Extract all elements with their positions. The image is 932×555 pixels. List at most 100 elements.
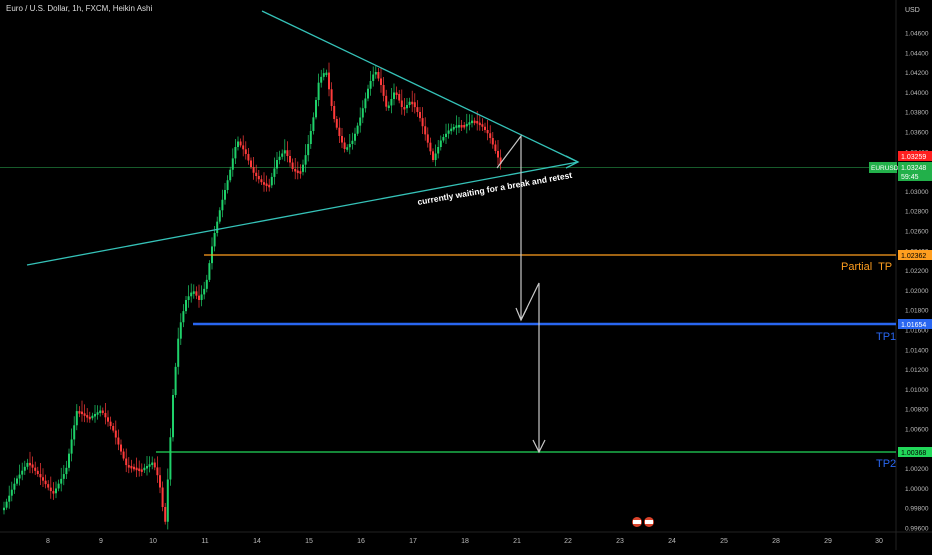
- candle: [130, 465, 133, 469]
- y-tick-label: 1.04400: [905, 50, 929, 57]
- candle: [450, 128, 453, 132]
- candle: [442, 137, 445, 141]
- candle: [484, 126, 486, 130]
- x-tick-label: 22: [564, 538, 572, 545]
- candle: [192, 291, 195, 294]
- candle: [255, 172, 258, 176]
- candle: [34, 467, 37, 471]
- x-tick-label: 21: [513, 538, 521, 545]
- x-tick-label: 23: [616, 538, 624, 545]
- candle: [226, 180, 229, 190]
- price-tag-current: 1.03248 59:45: [898, 162, 932, 181]
- candle: [322, 73, 325, 77]
- candle: [83, 413, 86, 416]
- candle: [273, 168, 276, 177]
- candle: [94, 414, 96, 417]
- candle: [229, 169, 232, 181]
- candle: [107, 417, 109, 422]
- candle: [213, 233, 216, 247]
- candle: [29, 462, 31, 466]
- candle: [489, 133, 492, 138]
- candle: [73, 425, 76, 440]
- candle: [62, 474, 65, 479]
- candle: [369, 81, 372, 89]
- candle: [380, 78, 382, 85]
- candle: [195, 291, 198, 296]
- y-tick-label: 1.02200: [905, 268, 929, 275]
- candle: [159, 475, 161, 488]
- candle: [96, 412, 99, 415]
- candle: [57, 483, 60, 489]
- candle: [286, 150, 289, 156]
- candle: [447, 130, 450, 134]
- candle: [445, 133, 447, 137]
- candle: [52, 491, 55, 494]
- currency-label: USD: [905, 7, 920, 14]
- candle: [44, 480, 47, 485]
- candle: [114, 430, 117, 438]
- candle: [224, 190, 226, 200]
- x-tick-label: 9: [99, 538, 103, 545]
- candle: [218, 210, 221, 222]
- candle: [367, 88, 369, 99]
- candle: [88, 416, 91, 420]
- candle: [177, 338, 180, 367]
- y-tick-label: 1.03800: [905, 110, 929, 117]
- candle: [182, 311, 185, 323]
- x-tick-label: 11: [201, 538, 208, 545]
- svg-text:1.03259: 1.03259: [901, 154, 926, 161]
- price-tag-tp2: 1.00368: [898, 447, 932, 457]
- y-tick-label: 1.04600: [905, 31, 929, 38]
- projection-arrowhead-2: [532, 439, 546, 454]
- candle: [3, 507, 5, 511]
- y-tick-label: 1.01600: [905, 328, 929, 335]
- candle: [104, 413, 107, 418]
- candle: [161, 487, 164, 507]
- candle: [400, 100, 403, 107]
- y-tick-label: 1.02000: [905, 288, 929, 295]
- candle: [47, 484, 50, 488]
- candle: [328, 72, 330, 90]
- candle: [473, 120, 476, 124]
- candle: [127, 465, 130, 468]
- candle: [455, 125, 458, 128]
- candle: [42, 477, 44, 481]
- y-tick-label: 1.00600: [905, 427, 929, 434]
- candle: [406, 105, 408, 109]
- candle: [81, 411, 83, 415]
- price-tag-partial-tp: 1.02362: [898, 250, 932, 260]
- candle: [317, 82, 320, 100]
- candle: [234, 147, 237, 159]
- x-tick-label: 30: [875, 538, 883, 545]
- candle: [372, 74, 375, 81]
- partial-tp-label: Partial TP: [841, 261, 892, 273]
- candle: [166, 479, 169, 522]
- candle: [263, 182, 265, 185]
- candle: [148, 464, 151, 467]
- chart-title: Euro / U.S. Dollar, 1h, FXCM, Heikin Ash…: [6, 4, 153, 13]
- candle: [491, 138, 494, 145]
- svg-text:EURUSD: EURUSD: [871, 165, 899, 172]
- y-tick-label: 1.03600: [905, 130, 929, 137]
- candle: [478, 122, 481, 126]
- candle: [190, 292, 193, 297]
- event-markers[interactable]: [632, 517, 654, 527]
- candle: [304, 155, 307, 165]
- candle: [291, 162, 294, 169]
- svg-text:1.01654: 1.01654: [901, 322, 926, 329]
- candle: [31, 464, 34, 468]
- candle: [351, 140, 354, 144]
- candle: [250, 160, 252, 167]
- candle: [341, 136, 343, 143]
- candle: [278, 156, 281, 160]
- candle: [374, 72, 377, 75]
- candle: [99, 410, 102, 414]
- y-tick-label: 1.00800: [905, 407, 929, 414]
- candle: [239, 141, 242, 146]
- candle: [260, 179, 263, 183]
- price-tag-tp1: 1.01654: [898, 319, 932, 329]
- candle: [268, 184, 271, 188]
- candle: [499, 157, 502, 164]
